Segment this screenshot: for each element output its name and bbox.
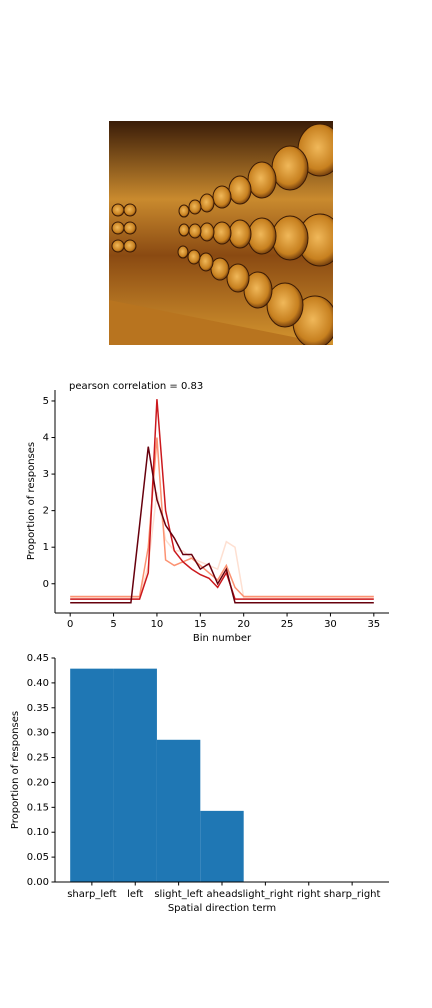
annotation: pearson correlation = 0.83 [69,381,203,392]
y-tick-label: 0.25 [27,753,49,764]
x-tick-label: 30 [324,619,337,630]
line-series [70,446,374,604]
bar [113,668,157,882]
x-tick-label: ahead [206,889,237,900]
x-tick-label: 20 [237,619,250,630]
bar [200,810,244,882]
y-tick-label: 4 [43,433,49,444]
x-tick-label: sharp_right [324,889,381,900]
y-tick-label: 5 [43,396,49,407]
bar [156,739,201,882]
y-tick-label: 0.40 [27,678,49,689]
y-tick-label: 0.15 [27,802,49,813]
y-tick-label: 3 [43,469,49,480]
y-tick-label: 0.45 [27,653,49,664]
y-tick-label: 1 [43,542,49,553]
y-tick-label: 2 [43,506,49,517]
x-tick-label: left [127,889,143,900]
line-series [70,399,374,600]
x-tick-label: 0 [67,619,73,630]
y-axis-label: Proportion of responses [26,442,37,560]
x-tick-label: slight_right [237,889,293,900]
y-tick-label: 0.10 [27,827,49,838]
x-tick-label: right [297,889,321,900]
y-tick-label: 0.30 [27,728,49,739]
x-axis-label: Bin number [193,633,252,644]
x-tick-label: 10 [151,619,164,630]
y-tick-label: 0.00 [27,877,49,888]
y-axis-label: Proportion of responses [10,711,21,829]
x-tick-label: sharp_left [67,889,116,900]
x-tick-label: 35 [367,619,380,630]
y-tick-label: 0.20 [27,777,49,788]
x-axis-label: Spatial direction term [168,903,276,914]
x-tick-label: slight_left [154,889,203,900]
photo [109,121,333,345]
y-tick-label: 0.35 [27,703,49,714]
y-tick-label: 0 [43,579,49,590]
y-tick-label: 0.05 [27,852,49,863]
x-tick-label: 25 [281,619,294,630]
x-tick-label: 5 [110,619,116,630]
line-series [70,437,374,598]
bar [70,668,114,882]
x-tick-label: 15 [194,619,207,630]
line-series [70,492,374,599]
